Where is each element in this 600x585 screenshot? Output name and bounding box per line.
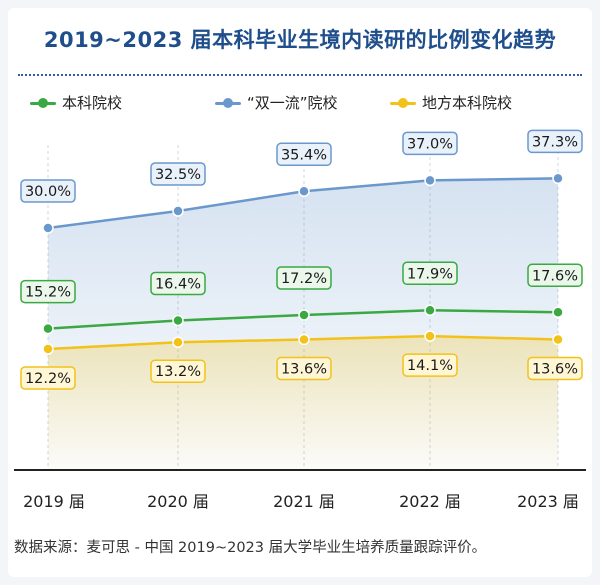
- legend-label: 地方本科院校: [422, 94, 513, 112]
- data-point: [298, 309, 310, 321]
- x-tick-label: 2020 届: [147, 492, 209, 511]
- source-note: 数据来源：麦可思 - 中国 2019~2023 届大学毕业生培养质量跟踪评价。: [14, 540, 487, 556]
- x-tick-label: 2023 届: [517, 492, 579, 511]
- data-point: [172, 314, 184, 327]
- data-point: [424, 330, 436, 342]
- data-label-box: [402, 353, 458, 377]
- area-fill-2: [48, 336, 558, 470]
- chart-title: 2019~2023 届本科毕业生境内读研的比例变化趋势: [43, 28, 557, 52]
- data-label-box: [276, 142, 332, 167]
- data-label-box: [150, 162, 206, 186]
- data-point: [42, 322, 54, 335]
- data-label: 17.2%: [281, 271, 327, 287]
- data-label: 17.6%: [532, 268, 578, 284]
- data-label-box: [402, 261, 458, 286]
- data-point: [172, 336, 184, 348]
- data-point: [424, 174, 436, 187]
- data-label-box: [20, 179, 76, 203]
- data-label-box: [150, 271, 206, 296]
- data-label-box: [527, 129, 583, 154]
- data-label: 37.0%: [407, 136, 453, 152]
- legend: 本科院校 “双一流”院校 地方本科院校: [0, 92, 600, 116]
- data-label: 17.9%: [407, 266, 453, 282]
- data-label: 35.4%: [281, 147, 327, 163]
- legend-marker: [30, 96, 56, 110]
- data-label: 16.4%: [155, 277, 201, 293]
- legend-item-2: 地方本科院校: [390, 92, 512, 113]
- data-label: 13.2%: [155, 364, 201, 380]
- data-point: [552, 172, 564, 185]
- data-label-box: [150, 359, 206, 383]
- data-label-box: [402, 131, 458, 156]
- data-label-box: [276, 266, 332, 290]
- data-label-box: [276, 356, 332, 381]
- data-label: 37.3%: [532, 134, 578, 150]
- x-tick-label: 2019 届: [23, 492, 85, 511]
- data-point: [552, 333, 564, 346]
- data-label: 15.2%: [25, 285, 71, 301]
- legend-marker: [390, 96, 416, 110]
- data-label: 30.0%: [25, 184, 71, 200]
- data-label: 32.5%: [155, 167, 201, 183]
- data-label-box: [20, 279, 76, 304]
- data-point: [424, 304, 436, 317]
- data-label: 13.6%: [532, 362, 578, 378]
- title-divider: [18, 74, 582, 76]
- data-point: [172, 205, 184, 217]
- legend-marker: [215, 96, 241, 110]
- data-point: [552, 306, 564, 319]
- data-label: 14.1%: [407, 358, 453, 374]
- data-point: [298, 185, 310, 198]
- x-tick-label: 2021 届: [273, 492, 335, 511]
- data-label-box: [527, 263, 583, 288]
- data-point: [42, 343, 54, 355]
- legend-item-1: “双一流”院校: [215, 92, 338, 113]
- data-label-box: [527, 356, 583, 381]
- legend-item-0: 本科院校: [30, 92, 122, 113]
- data-label-box: [20, 366, 76, 390]
- data-label: 13.6%: [281, 362, 327, 378]
- legend-label: 本科院校: [62, 94, 123, 112]
- x-tick-label: 2022 届: [399, 492, 461, 511]
- data-label: 12.2%: [25, 371, 71, 387]
- data-point: [42, 222, 54, 234]
- data-point: [298, 333, 310, 346]
- legend-label: “双一流”院校: [247, 94, 338, 112]
